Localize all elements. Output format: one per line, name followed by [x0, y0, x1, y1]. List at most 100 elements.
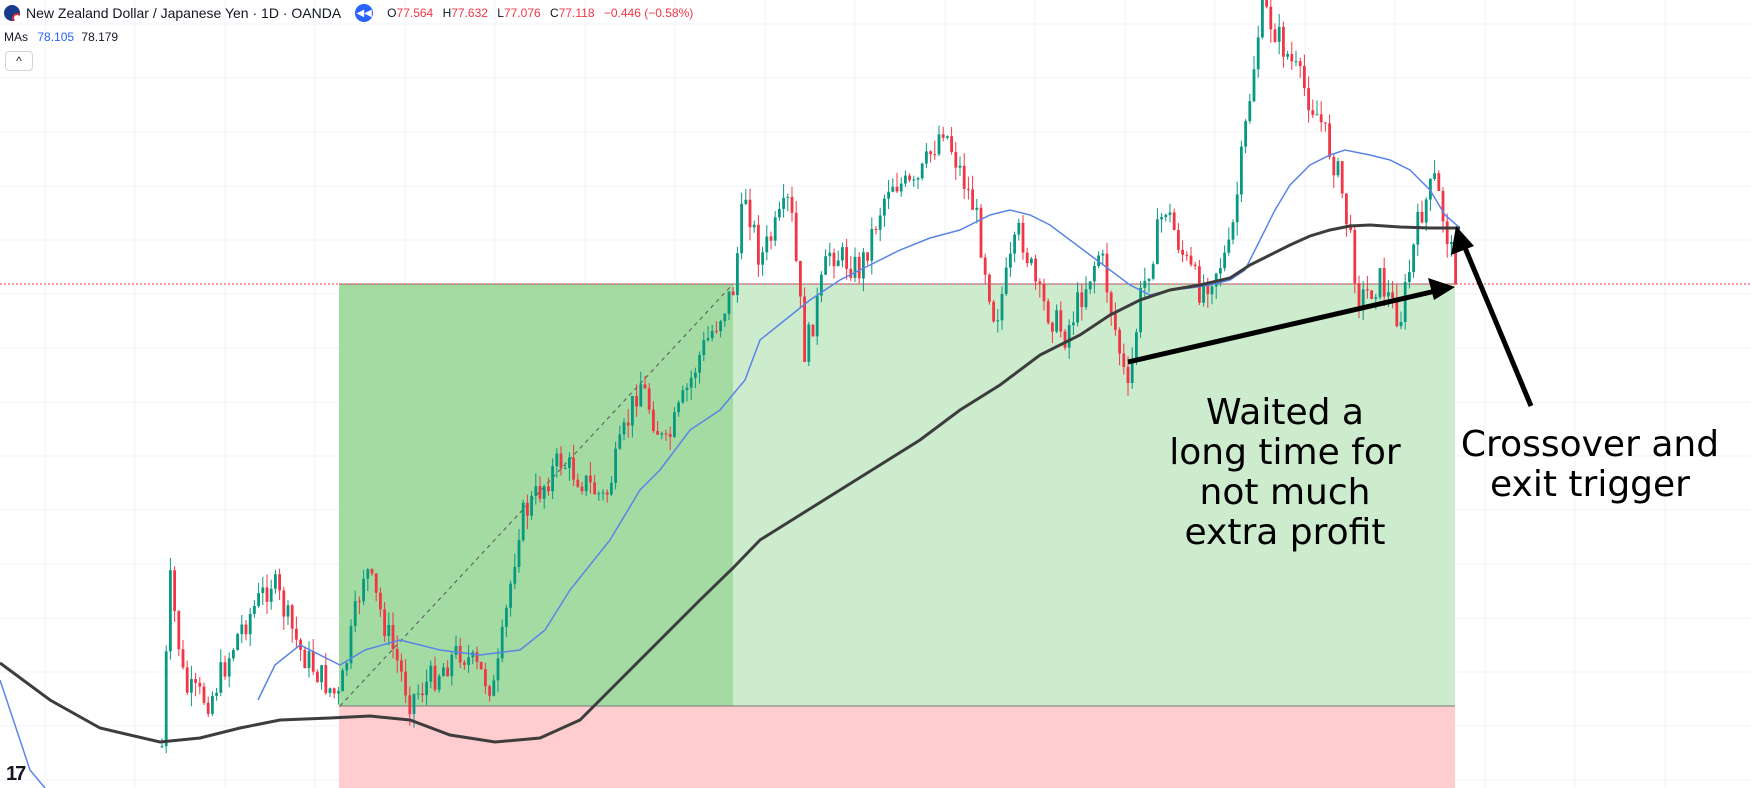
candle: [1290, 41, 1294, 70]
candle: [761, 246, 764, 276]
candle: [282, 586, 286, 631]
candle: [1013, 231, 1016, 263]
candle: [1114, 302, 1117, 336]
candle: [295, 616, 298, 648]
candle: [379, 587, 382, 617]
candle: [647, 383, 651, 414]
candle: [530, 490, 533, 521]
candle: [1282, 21, 1285, 68]
candle: [1034, 254, 1037, 290]
candle: [803, 287, 806, 363]
candle: [479, 661, 483, 670]
candle: [513, 553, 517, 590]
candle: [580, 481, 584, 495]
candle: [1311, 99, 1315, 119]
candle: [496, 648, 500, 693]
candle: [1189, 246, 1193, 267]
annotation-waited: Waited a long time for not much extra pr…: [1169, 392, 1401, 553]
candle: [1399, 311, 1403, 330]
candle: [643, 375, 647, 390]
candle: [824, 249, 827, 276]
profit-zone-open: [733, 284, 1455, 706]
symbol-title[interactable]: New Zealand Dollar / Japanese Yen · 1D ·…: [26, 5, 342, 21]
candle: [1109, 290, 1113, 326]
candle: [1172, 208, 1176, 231]
candle: [702, 331, 706, 362]
candle: [1349, 214, 1352, 233]
candle: [853, 247, 857, 283]
candle: [353, 590, 357, 633]
candle: [740, 192, 743, 260]
candle: [601, 489, 605, 501]
candle: [215, 687, 218, 701]
candle: [1441, 187, 1445, 233]
annotation-crossover: Crossover and exit trigger: [1460, 424, 1720, 505]
candle: [454, 635, 458, 660]
candle: [1009, 242, 1012, 277]
candle: [467, 644, 470, 673]
candle: [681, 385, 685, 404]
candle: [1084, 276, 1088, 310]
candle: [261, 576, 265, 606]
candle: [1345, 193, 1348, 237]
candle: [190, 665, 193, 707]
candle: [1361, 281, 1365, 321]
candle: [694, 367, 697, 389]
candle: [736, 247, 739, 303]
candle: [769, 231, 773, 250]
tradingview-logo[interactable]: 17: [6, 763, 26, 785]
candle: [362, 569, 365, 605]
candle: [1046, 298, 1050, 325]
candle: [857, 252, 861, 284]
candle: [194, 672, 197, 697]
arrow-crossover: [1451, 226, 1534, 407]
candle: [538, 476, 542, 503]
candle: [1202, 274, 1205, 307]
candle: [778, 201, 781, 221]
indicator-legend[interactable]: MAs 78.105 78.179: [4, 30, 118, 44]
candle: [1181, 240, 1184, 263]
candle: [211, 691, 214, 716]
candle: [1319, 101, 1323, 132]
candle: [1420, 200, 1424, 224]
candle: [862, 247, 865, 292]
candle: [269, 579, 273, 610]
candle: [773, 211, 777, 247]
candle: [1261, 0, 1264, 40]
candle: [1269, 0, 1273, 43]
ma-slow-line: [0, 223, 1460, 744]
candle: [828, 242, 832, 266]
candle: [1391, 280, 1394, 309]
candle: [391, 612, 395, 659]
candle: [605, 489, 609, 503]
candle: [1168, 203, 1172, 223]
candle: [1093, 261, 1096, 294]
rewind-icon[interactable]: ◀◀: [355, 4, 374, 22]
candle: [227, 652, 231, 688]
candle: [845, 239, 848, 280]
candle: [668, 426, 672, 451]
candle: [1353, 224, 1357, 294]
candle: [341, 668, 344, 692]
candle: [1088, 281, 1092, 295]
candle: [1340, 160, 1344, 199]
candle: [374, 573, 378, 602]
candle: [177, 609, 181, 657]
collapse-button[interactable]: ^: [5, 51, 33, 71]
candle: [576, 473, 580, 488]
candle: [404, 658, 407, 704]
candle: [1231, 219, 1235, 245]
candle: [551, 458, 554, 500]
candle: [1273, 23, 1277, 43]
candle: [874, 226, 878, 235]
candle: [358, 596, 361, 615]
candle: [442, 663, 445, 677]
candle: [555, 448, 559, 478]
candle: [547, 477, 550, 496]
candle: [1080, 283, 1084, 321]
candle: [1101, 249, 1105, 265]
candle: [463, 659, 466, 670]
close-value: 77.118: [558, 6, 595, 20]
candle: [706, 325, 710, 342]
